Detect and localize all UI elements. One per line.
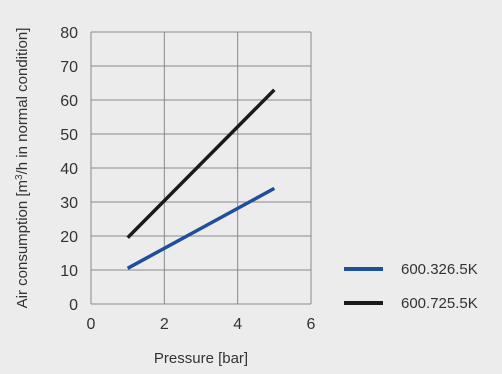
y-tick-label: 70 bbox=[60, 59, 78, 76]
series-line-2 bbox=[126, 88, 276, 239]
x-axis-label: Pressure [bar] bbox=[154, 350, 248, 367]
y-tick-label: 20 bbox=[60, 229, 78, 246]
series-lines bbox=[126, 88, 276, 270]
y-axis-label: Air consumption [m3/h in normal conditio… bbox=[14, 28, 32, 309]
y-tick-label: 40 bbox=[60, 161, 78, 178]
x-tick-label: 4 bbox=[233, 316, 242, 333]
y-tick-label: 80 bbox=[60, 25, 78, 42]
tick-labels: 0 10 20 30 40 50 60 70 80 0 2 4 6 bbox=[60, 25, 315, 333]
series-line-1 bbox=[126, 186, 276, 270]
y-axis-label-part1: Air consumption [m bbox=[14, 180, 31, 308]
legend-label-1: 600.326.5K bbox=[401, 261, 478, 278]
legend: 600.326.5K 600.725.5K bbox=[344, 261, 478, 312]
y-tick-label: 30 bbox=[60, 195, 78, 212]
x-tick-label: 6 bbox=[307, 316, 316, 333]
x-tick-label: 2 bbox=[160, 316, 169, 333]
y-axis-label-superscript: 3 bbox=[14, 174, 25, 180]
legend-label-2: 600.725.5K bbox=[401, 295, 478, 312]
grid bbox=[90, 31, 312, 305]
y-tick-label: 60 bbox=[60, 93, 78, 110]
y-tick-label: 10 bbox=[60, 263, 78, 280]
y-axis-label-part2: /h in normal condition] bbox=[14, 28, 31, 175]
x-tick-label: 0 bbox=[87, 316, 96, 333]
y-tick-label: 50 bbox=[60, 127, 78, 144]
y-tick-label: 0 bbox=[69, 297, 78, 314]
